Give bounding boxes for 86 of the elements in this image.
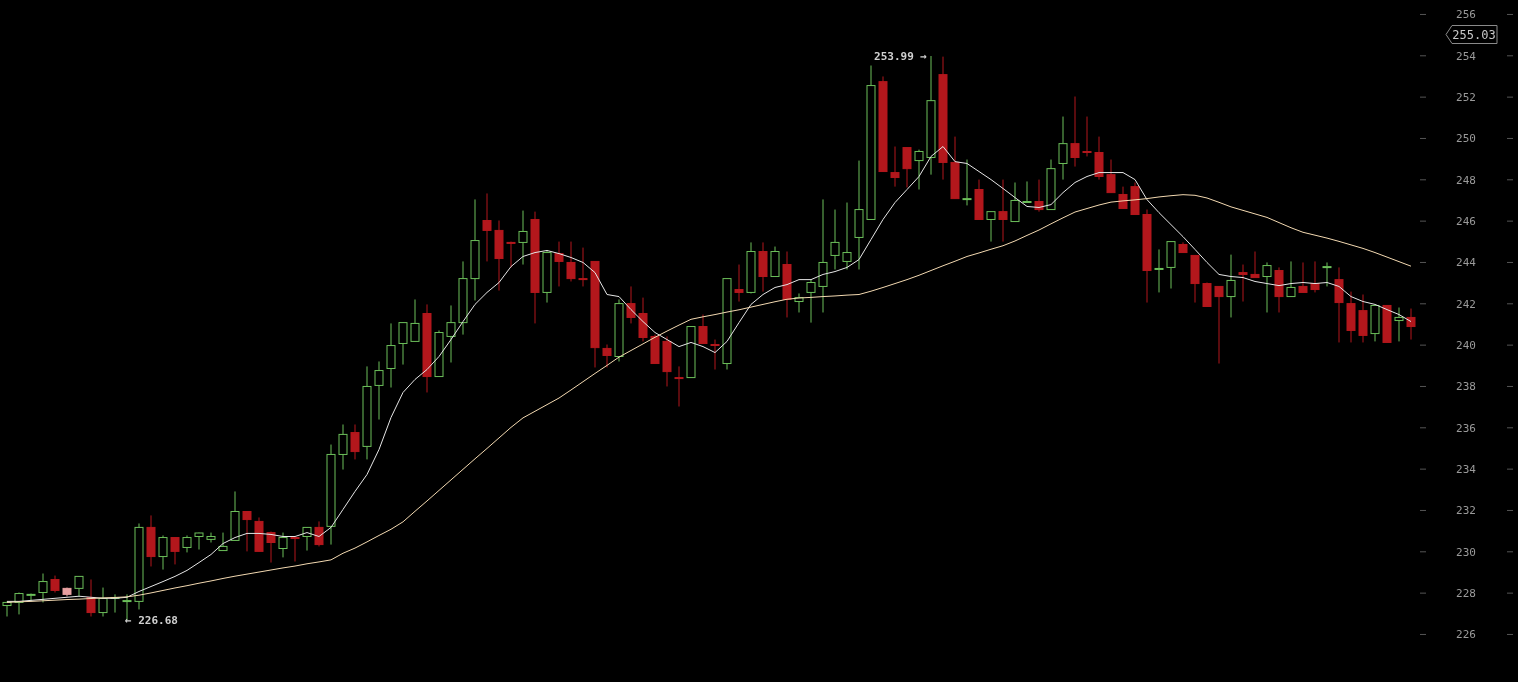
- candlestick: [1082, 116, 1092, 157]
- candlestick: [206, 532, 216, 543]
- annotation: ← 226.68: [125, 614, 178, 628]
- candlestick: [446, 304, 456, 363]
- candlestick: [554, 241, 564, 287]
- candlestick: [1334, 266, 1344, 343]
- y-tick-label: 240: [1456, 339, 1476, 353]
- candlestick: [314, 520, 324, 547]
- candlestick: [290, 537, 300, 563]
- y-tick-label: 248: [1456, 173, 1476, 187]
- y-tick-label: 226: [1456, 628, 1476, 642]
- y-tick-label: 242: [1456, 297, 1476, 311]
- candlestick: [998, 179, 1008, 243]
- y-tick-label: 256: [1456, 8, 1476, 22]
- candlestick: [710, 339, 720, 371]
- candlestick: [374, 360, 384, 421]
- candlestick: [38, 573, 48, 603]
- candlestick: [98, 587, 108, 617]
- candlestick: [566, 241, 576, 282]
- candlestick: [1226, 254, 1236, 318]
- candlestick: [734, 264, 744, 303]
- candlestick: [1070, 96, 1080, 168]
- candlestick: [1298, 261, 1308, 293]
- candlestick: [398, 322, 408, 366]
- candlestick: [74, 575, 84, 597]
- candlestick: [1406, 308, 1416, 341]
- y-tick-label: 238: [1456, 380, 1476, 394]
- candlestick: [1106, 159, 1116, 194]
- candlestick: [1034, 179, 1044, 213]
- candlestick: [914, 149, 924, 191]
- candlestick: [1322, 261, 1332, 287]
- candlestick: [902, 147, 912, 188]
- candlestick: [122, 593, 132, 621]
- candlestick: [1286, 260, 1296, 298]
- candlestick: [386, 322, 396, 388]
- candlestick: [482, 192, 492, 262]
- candlestick: [1394, 307, 1404, 342]
- candlestick: [674, 365, 684, 408]
- candlestick: [170, 537, 180, 565]
- candlestick: [1058, 116, 1068, 181]
- candlestick: [578, 247, 588, 287]
- y-tick-label: 232: [1456, 504, 1476, 518]
- candlestick: [1022, 180, 1032, 204]
- y-tick-label: 254: [1456, 49, 1477, 63]
- candlestick: [242, 511, 252, 552]
- y-tick-label: 250: [1456, 132, 1476, 146]
- candlestick: [1238, 264, 1248, 303]
- candlestick: [986, 211, 996, 243]
- candlestick: [806, 279, 816, 324]
- candlestick: [302, 526, 312, 552]
- candlestick: [506, 241, 516, 268]
- candlestick: [1010, 181, 1020, 223]
- y-tick-label: 230: [1456, 545, 1476, 559]
- candlestick: [602, 344, 612, 368]
- y-tick-label: 246: [1456, 215, 1476, 229]
- annotation: 253.99 →: [874, 50, 928, 64]
- candlestick: [818, 198, 828, 313]
- text: 255.03: [1452, 27, 1496, 42]
- y-tick-label: 252: [1456, 91, 1476, 105]
- candlestick: [2, 600, 12, 617]
- candlestick: [26, 593, 36, 602]
- candlestick: [194, 532, 204, 551]
- candlestick: [1214, 285, 1224, 365]
- candlestick: [1310, 260, 1320, 293]
- y-tick-label: 228: [1456, 587, 1476, 601]
- candlestick: [158, 534, 168, 571]
- y-tick-label: 244: [1456, 256, 1477, 270]
- y-tick-label: 236: [1456, 421, 1476, 435]
- candlestick: [338, 423, 348, 471]
- candlestick: [638, 297, 648, 342]
- candlestick: [410, 298, 420, 342]
- candlestick: [1262, 261, 1272, 313]
- candlestick: [842, 202, 852, 270]
- candlestick: [830, 209, 840, 270]
- candlestick: [218, 532, 228, 552]
- y-tick-label: 234: [1456, 463, 1477, 477]
- candlestick: [962, 159, 972, 206]
- candlestick: [1094, 136, 1104, 181]
- candlestick: [518, 210, 528, 266]
- candlestick: [698, 314, 708, 344]
- candlestick: [278, 532, 288, 558]
- candlestick: [86, 578, 96, 617]
- candlestick: [350, 423, 360, 460]
- candlestick: [890, 146, 900, 188]
- candlestick: [1154, 248, 1164, 293]
- candlestick: [1250, 251, 1260, 279]
